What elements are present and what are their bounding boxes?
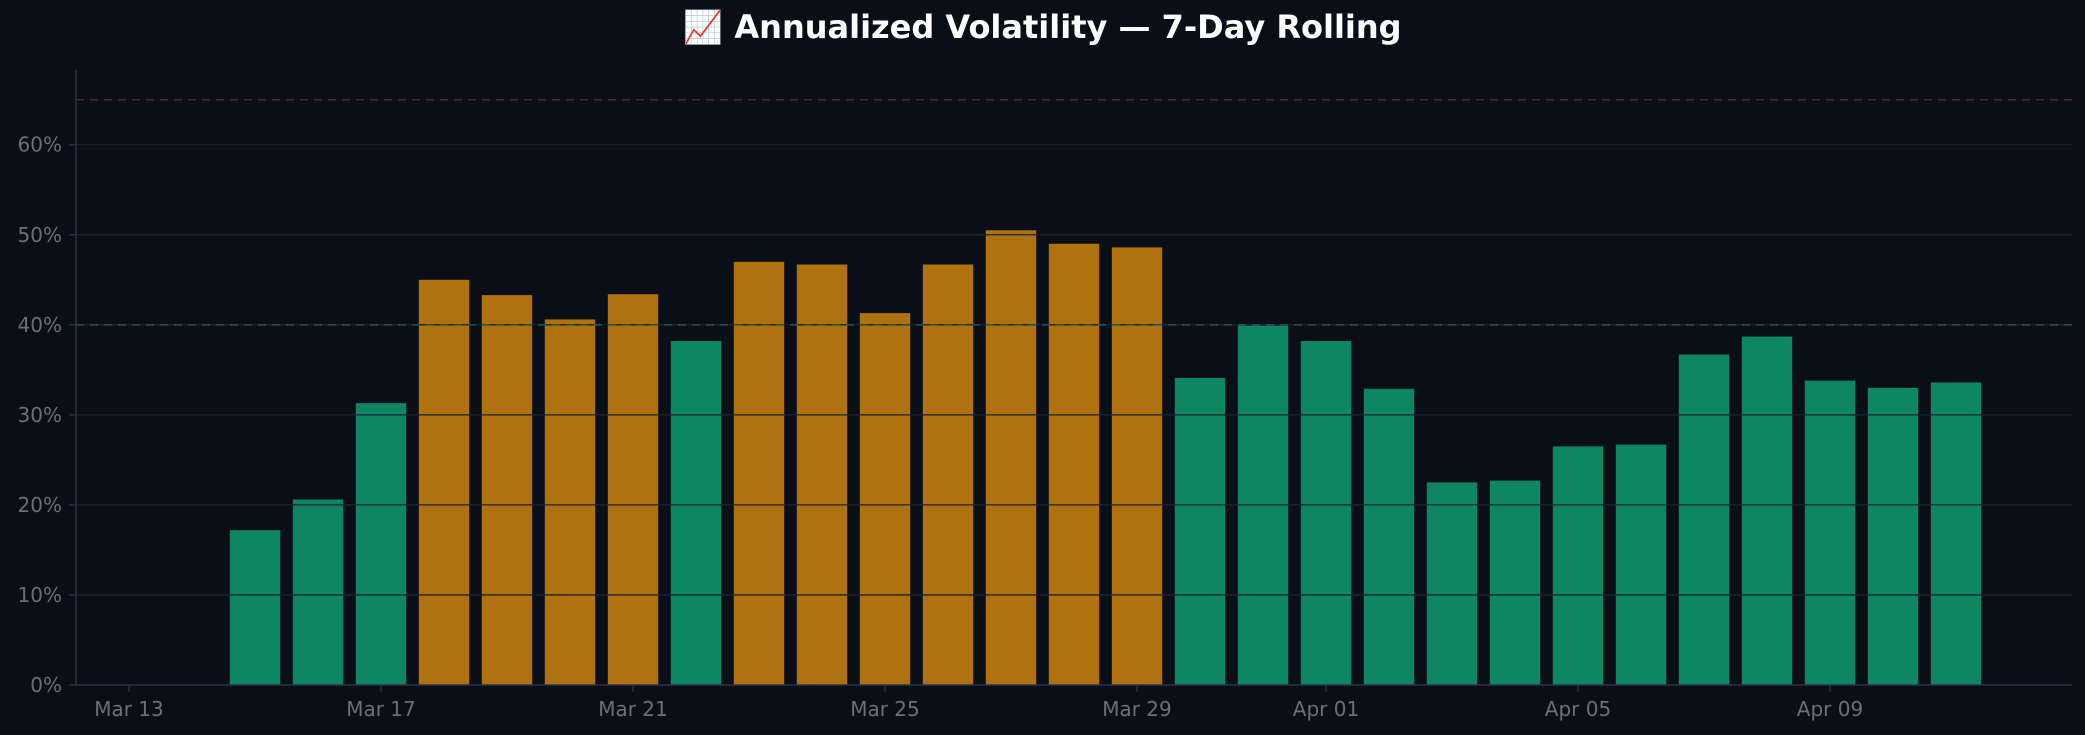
x-tick-label: Apr 05 [1545, 697, 1611, 721]
y-tick-label: 0% [30, 673, 62, 697]
bar-mar-23 [733, 261, 785, 685]
bar-apr-09 [1804, 380, 1856, 685]
y-tick-label: 50% [18, 223, 62, 247]
x-tick-label: Mar 21 [598, 697, 668, 721]
bar-apr-04 [1489, 480, 1541, 685]
y-tick-label: 20% [18, 493, 62, 517]
bar-apr-07 [1678, 354, 1730, 685]
bar-mar-24 [796, 264, 848, 685]
x-tick-label: Mar 25 [850, 697, 920, 721]
chart-title: 📈 Annualized Volatility — 7-Day Rolling [683, 8, 1402, 46]
x-tick-label: Apr 09 [1797, 697, 1863, 721]
y-tick-label: 60% [18, 133, 62, 157]
bar-mar-19 [481, 295, 533, 685]
bar-apr-01 [1300, 341, 1352, 685]
y-tick-label: 40% [18, 313, 62, 337]
bar-mar-22 [670, 341, 722, 685]
bar-mar-17 [355, 403, 407, 685]
bar-mar-15 [229, 530, 281, 685]
bar-mar-30 [1174, 377, 1226, 685]
bar-mar-18 [418, 279, 470, 685]
bar-mar-25 [859, 313, 911, 685]
y-tick-label: 30% [18, 403, 62, 427]
x-tick-label: Apr 01 [1293, 697, 1359, 721]
bar-mar-16 [292, 499, 344, 685]
bar-apr-05 [1552, 446, 1604, 685]
bar-apr-06 [1615, 444, 1667, 685]
bar-mar-21 [607, 294, 659, 685]
bar-mar-26 [922, 264, 974, 685]
bar-apr-02 [1363, 388, 1415, 685]
bar-mar-29 [1111, 247, 1163, 685]
bar-apr-03 [1426, 482, 1478, 685]
bar-mar-20 [544, 319, 596, 685]
bar-apr-08 [1741, 336, 1793, 685]
y-tick-label: 10% [18, 583, 62, 607]
bar-apr-10 [1867, 387, 1919, 685]
bar-mar-28 [1048, 243, 1100, 685]
x-tick-label: Mar 17 [346, 697, 416, 721]
bar-mar-27 [985, 230, 1037, 685]
x-tick-label: Mar 29 [1102, 697, 1172, 721]
x-tick-label: Mar 13 [94, 697, 164, 721]
bar-apr-11 [1930, 382, 1982, 685]
